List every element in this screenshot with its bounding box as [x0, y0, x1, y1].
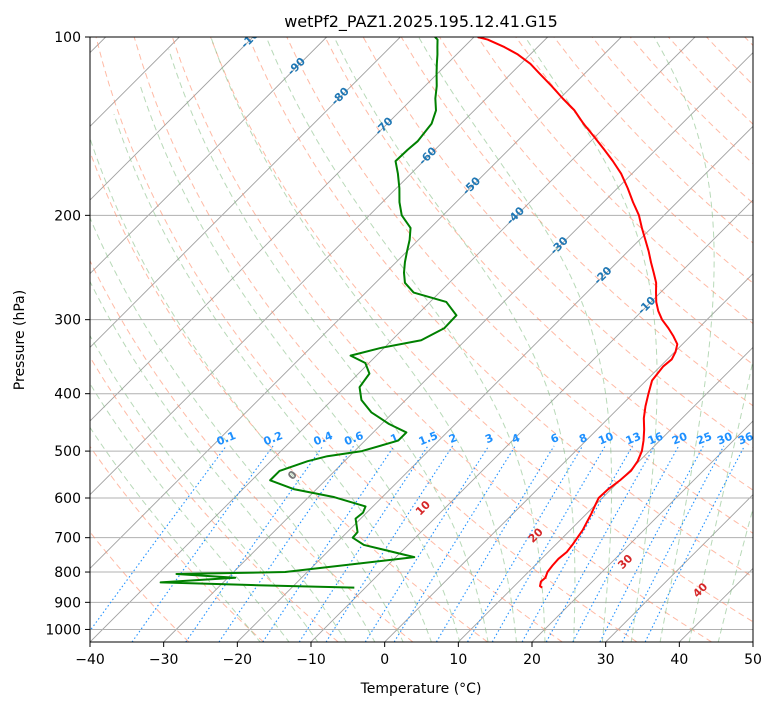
dry-adiabat-line	[324, 37, 753, 491]
mixing-ratio-label: 10	[596, 430, 615, 448]
x-tick-label: −20	[223, 652, 253, 668]
dry-adiabat-line	[210, 37, 753, 623]
profile-series	[159, 37, 679, 589]
isotherm-line	[605, 494, 753, 642]
mixing-ratio-label: 3	[483, 431, 495, 446]
dry-adiabat-line	[90, 445, 264, 642]
mixing-ratio-label: 13	[624, 430, 643, 448]
isotherm-line	[163, 52, 753, 642]
x-tick-label: 50	[744, 652, 762, 668]
moist-adiabat-line	[418, 37, 613, 642]
mixing-ratio-label: 30	[715, 430, 734, 448]
mixing-ratio-line	[298, 445, 429, 642]
dry-adiabat-line	[171, 37, 712, 642]
mixing-ratio-line	[621, 445, 725, 642]
moist-adiabat-line	[524, 37, 658, 642]
mixing-ratio-label: 36	[736, 430, 755, 448]
x-axis-label: Temperature (°C)	[360, 681, 482, 697]
dry-adiabat-lines	[90, 37, 753, 642]
y-tick-label: 900	[54, 595, 81, 611]
moist-adiabat-line	[210, 37, 517, 642]
isotherm-line	[90, 37, 475, 422]
plot-area: -100-90-80-70-60-50-40-30-20-100.10.20.4…	[90, 37, 755, 642]
isotherm-line	[90, 37, 254, 201]
dry-adiabat-line	[248, 37, 753, 578]
mixing-ratio-line	[364, 445, 490, 642]
mixing-ratio-label: 2	[447, 431, 459, 446]
mixing-ratio-line	[467, 445, 584, 642]
x-tick-label: −40	[75, 652, 105, 668]
y-tick-label: 300	[54, 313, 81, 329]
isotherm-line	[237, 125, 753, 642]
moist-adiabat-line	[139, 83, 461, 642]
dry-adiabat-line	[515, 37, 753, 284]
x-tick-label: 0	[380, 652, 389, 668]
moist-adiabat-line	[113, 114, 432, 642]
dry-adiabat-line	[95, 37, 563, 642]
dry-adiabat-line	[90, 259, 414, 642]
x-tick-label: 30	[597, 652, 615, 668]
x-tick-label: 40	[670, 652, 688, 668]
isotherm-line	[90, 37, 622, 569]
dewpoint-profile-line	[159, 37, 458, 589]
temperature-profile-line	[477, 37, 679, 589]
chart-title: wetPf2_PAZ1.2025.195.12.41.G15	[284, 12, 558, 32]
mixing-ratio-line	[218, 445, 355, 642]
moist-adiabat-line	[90, 280, 347, 642]
moist-adiabat-line	[90, 426, 261, 642]
dry-adiabat-line	[286, 37, 753, 534]
mixing-ratio-line	[435, 445, 555, 642]
mixing-ratio-line	[325, 445, 454, 642]
moist-adiabat-line	[653, 37, 715, 642]
y-tick-label: 700	[54, 531, 81, 547]
isotherm-line	[90, 37, 327, 275]
x-tick-label: 20	[523, 652, 541, 668]
moist-adiabat-line	[168, 49, 489, 642]
y-tick-label: 400	[54, 387, 81, 403]
mixing-ratio-line	[185, 445, 324, 642]
isotherm-line	[384, 273, 753, 642]
y-tick-label: 800	[54, 565, 81, 581]
moist-adiabat-line	[688, 358, 753, 642]
plot-frame	[89, 36, 754, 643]
y-tick-label: 500	[54, 444, 81, 460]
moist-adiabat-line	[90, 216, 376, 642]
moist-adiabat-line	[717, 506, 753, 642]
x-axis-ticks: −40 −30 −20 −10 0 10 20 30 40 50	[75, 642, 762, 668]
isotherm-line	[90, 37, 548, 496]
y-tick-label: 1000	[45, 622, 81, 638]
moist-adiabat-line	[90, 136, 404, 642]
y-tick-label: 600	[54, 491, 81, 507]
mixing-ratio-line	[644, 445, 746, 642]
mixing-ratio-line	[131, 445, 274, 642]
mixing-ratio-label: 20	[670, 430, 689, 448]
isotherm-line	[458, 346, 753, 642]
moist-adiabat-line	[90, 334, 319, 642]
moist-adiabat-line	[265, 37, 546, 642]
moist-adiabat-line	[333, 37, 576, 642]
mixing-ratio-label: 8	[577, 431, 589, 446]
dry-adiabat-line	[133, 37, 638, 642]
x-tick-label: −10	[296, 652, 326, 668]
mixing-ratio-line	[545, 445, 656, 642]
y-axis-ticks: 100 200 300 400 500 600 700 800 900 1000	[45, 30, 90, 638]
mixing-ratio-line	[262, 445, 395, 642]
x-tick-label: −30	[149, 652, 179, 668]
y-tick-label: 100	[54, 30, 81, 46]
isotherm-line	[531, 420, 753, 642]
isotherm-line	[90, 37, 401, 348]
mixing-ratio-label: 1	[389, 431, 401, 446]
mixing-ratio-label: 25	[695, 430, 714, 448]
y-tick-label: 200	[54, 208, 81, 224]
mixing-ratio-label: 16	[646, 430, 665, 448]
mixing-ratio-line	[393, 445, 516, 642]
dry-adiabat-line	[90, 356, 339, 642]
x-tick-label: 10	[449, 652, 467, 668]
y-axis-label: Pressure (hPa)	[12, 290, 28, 390]
